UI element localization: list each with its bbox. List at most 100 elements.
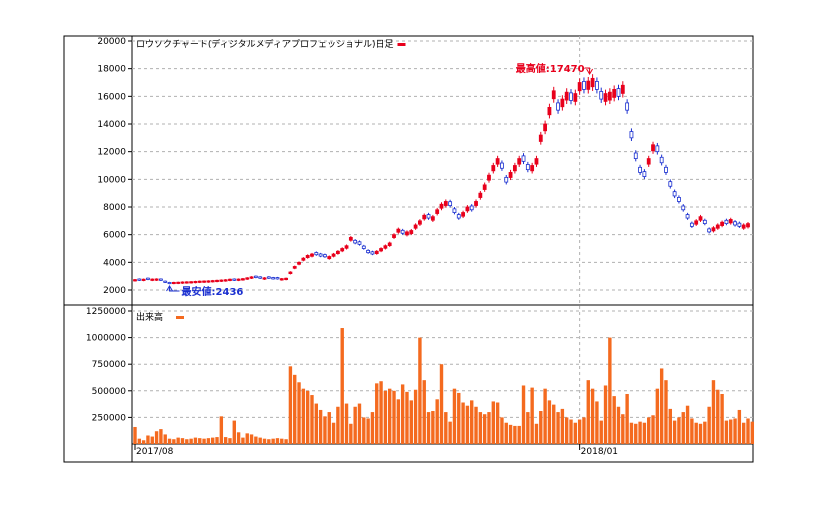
- volume-bar: [470, 400, 474, 444]
- candle-body: [154, 278, 159, 281]
- candle-body: [184, 281, 189, 284]
- candle-body: [435, 209, 440, 214]
- volume-bar: [655, 388, 660, 444]
- candle-body: [357, 241, 362, 245]
- volume-bar: [236, 432, 241, 444]
- candle-body: [249, 276, 254, 279]
- volume-bar: [413, 389, 418, 444]
- candle-body: [452, 208, 457, 213]
- candle-body: [159, 278, 163, 281]
- volume-bar: [439, 364, 444, 444]
- volume-bar: [534, 423, 539, 444]
- volume-bar: [500, 417, 504, 444]
- volume-bar: [150, 436, 154, 444]
- candle-body: [141, 278, 146, 281]
- volume-bar: [629, 422, 634, 444]
- price-grid: [132, 40, 753, 291]
- volume-bar: [444, 412, 448, 444]
- volume-bar: [508, 424, 513, 444]
- candle-body: [448, 201, 453, 207]
- price-tick-label: 2000: [103, 286, 126, 296]
- volume-bar: [189, 438, 193, 444]
- candle-body: [677, 196, 681, 202]
- x-tick-label: 2017/08: [136, 447, 174, 457]
- candle-body: [560, 98, 565, 108]
- candle-body: [348, 237, 353, 241]
- volume-bar: [659, 368, 664, 444]
- candle-body: [681, 205, 686, 211]
- volume-bar: [370, 412, 375, 444]
- volume-bar: [724, 420, 729, 444]
- candle-body: [284, 277, 288, 281]
- volume-bar: [314, 403, 319, 444]
- candle-body: [366, 249, 371, 254]
- min-price-label: 最安値:2436: [182, 285, 244, 298]
- candle-body: [383, 245, 388, 249]
- candle-body: [599, 91, 604, 100]
- candle-body: [525, 164, 530, 171]
- price-tick-label: 12000: [97, 148, 126, 158]
- candle-body: [279, 278, 284, 281]
- volume-bar: [647, 417, 651, 444]
- volume-bar: [180, 438, 185, 444]
- volume-bar: [362, 417, 366, 444]
- candle-body: [620, 84, 625, 94]
- candle-body: [253, 275, 258, 278]
- candle-body: [655, 145, 660, 153]
- min-price-arrowhead: [166, 284, 173, 292]
- candle-body: [361, 245, 366, 249]
- volume-bar: [582, 417, 586, 444]
- volume-bar: [193, 437, 198, 444]
- volume-tick-label: 1000000: [86, 334, 126, 344]
- candle-body: [564, 91, 569, 101]
- candle-body: [638, 166, 642, 173]
- candle-body: [491, 165, 496, 172]
- candlestick-series: [133, 74, 750, 285]
- volume-bar: [418, 337, 422, 444]
- candle-body: [625, 102, 630, 111]
- volume-bar: [400, 384, 405, 444]
- price-axis: 20000 18000 16000 14000 12000 10000 8000 6000 40…: [97, 37, 132, 296]
- candle-body: [266, 276, 271, 279]
- candle-body: [327, 256, 332, 260]
- candle-body: [504, 176, 509, 183]
- volume-bar: [297, 382, 301, 444]
- candle-body: [344, 245, 349, 249]
- candle-body: [707, 228, 712, 233]
- candle-body: [595, 81, 599, 90]
- candle-body: [197, 280, 202, 283]
- volume-bar: [293, 374, 297, 444]
- volume-bar: [396, 399, 401, 444]
- candle-body: [392, 234, 396, 238]
- candle-body: [461, 212, 465, 217]
- volume-bar: [387, 388, 392, 444]
- volume-bar: [353, 406, 357, 444]
- volume-bar: [677, 417, 681, 444]
- candle-body: [551, 90, 556, 100]
- volume-bar: [452, 388, 457, 444]
- volume-bar: [280, 438, 284, 444]
- candle-body: [150, 278, 155, 281]
- volume-axis: 1250000 1000000 750000 500000 250000: [86, 307, 132, 423]
- candle-body: [262, 277, 267, 280]
- volume-bar: [133, 426, 137, 444]
- volume-bar: [379, 381, 383, 444]
- candle-body: [340, 248, 345, 252]
- volume-bar: [241, 437, 245, 444]
- volume-bar: [323, 416, 327, 444]
- candle-body: [530, 165, 535, 172]
- price-tick-label: 18000: [97, 65, 126, 75]
- volume-bar: [336, 406, 340, 444]
- max-price-leader: [584, 67, 591, 73]
- candle-body: [521, 155, 526, 162]
- volume-bar: [258, 437, 262, 444]
- volume-bar: [305, 390, 310, 444]
- candle-body: [733, 221, 737, 226]
- volume-bar: [487, 412, 491, 444]
- volume-bar: [461, 402, 465, 444]
- max-price-arrowhead: [586, 68, 594, 75]
- volume-bar: [228, 438, 232, 444]
- volume-bar: [232, 420, 236, 444]
- candle-body: [409, 230, 414, 234]
- candle-body: [577, 82, 582, 92]
